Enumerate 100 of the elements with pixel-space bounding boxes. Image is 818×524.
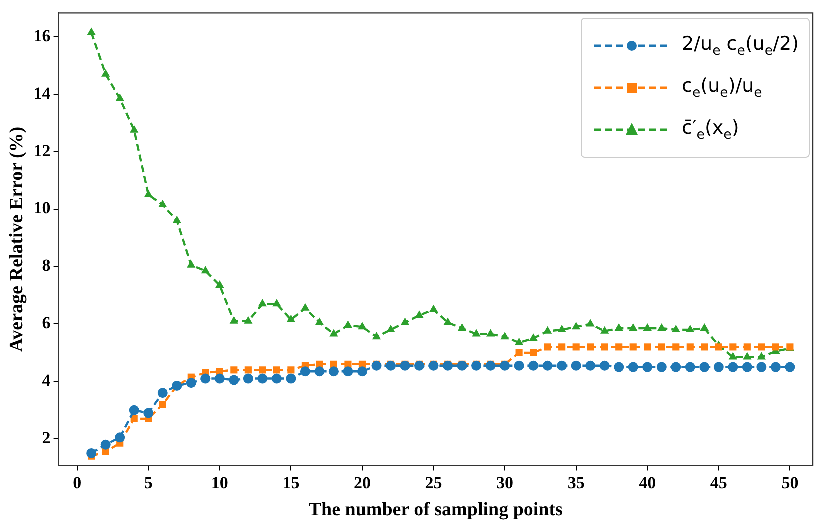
point [486,360,496,371]
point [744,344,751,351]
x-tick-label: 15 [282,473,300,492]
point [672,344,680,351]
point [372,360,382,371]
point [86,448,97,458]
point [358,322,367,330]
point [244,316,253,324]
x-tick-label: 30 [496,473,514,492]
point [187,260,196,268]
point [514,338,524,346]
point [415,310,424,318]
point [214,374,225,384]
legend-label: 2/u$_{e}$ c$_{e}$(u$_{e}$/2) [682,33,799,59]
point [130,415,138,423]
point [686,324,695,332]
point [443,360,454,371]
point [529,334,538,342]
point [458,324,467,332]
point [700,362,710,372]
x-tick-label: 0 [73,473,82,492]
point [400,318,410,326]
point [457,360,468,371]
point [672,324,680,332]
point [344,320,353,328]
point [130,125,139,133]
point [386,324,396,332]
point [243,374,254,384]
point [514,360,524,371]
y-axis-title: Average Relative Error (%) [6,126,28,352]
point [700,324,709,332]
point [785,362,796,372]
point [158,200,168,208]
point [770,362,781,372]
point [343,366,354,377]
point [643,324,652,332]
point [258,374,268,384]
point [757,352,766,360]
x-tick-label: 50 [782,473,799,492]
point [686,344,694,351]
point [357,366,368,377]
point [216,280,224,288]
point [115,432,126,443]
y-tick-label: 14 [34,84,52,103]
point [144,190,153,198]
legend-label: c$_{e}$(u$_{e}$)/u$_{e}$ [682,75,762,101]
point [400,360,410,371]
point [571,360,582,371]
point [628,362,638,372]
point [542,360,553,371]
point [743,352,752,360]
point [244,366,252,374]
point [201,266,210,274]
point [129,405,140,416]
point [629,324,638,332]
x-tick-label: 40 [639,473,656,492]
point [528,360,539,371]
point [728,362,738,372]
point [658,324,666,332]
point [758,344,766,351]
point [671,362,682,372]
point [742,362,752,372]
point [530,349,538,356]
x-tick-label: 25 [425,473,442,492]
y-tick-label: 2 [42,428,51,448]
x-tick-label: 10 [211,473,228,492]
point [630,344,637,351]
point [314,366,325,377]
point [616,344,623,351]
x-tick-label: 5 [144,473,153,492]
point [472,360,482,371]
point [230,316,238,324]
point [614,362,624,372]
point [87,28,96,36]
point [714,362,724,372]
point [600,326,610,334]
point [328,366,339,377]
point [715,344,722,351]
legend-label: c̄′$_{e}$(x$_{e}$) [682,117,740,143]
point [172,216,182,224]
point [586,319,595,327]
point [186,378,196,388]
point [414,360,425,371]
point [685,362,696,372]
point [644,344,652,351]
point [330,329,338,337]
point [428,360,439,371]
point [516,349,523,356]
point [642,362,653,372]
point [429,304,438,312]
point [372,332,382,340]
point [116,94,124,102]
y-tick-label: 16 [34,26,51,46]
point [558,324,566,332]
point [102,69,110,77]
point [658,344,666,351]
point [444,318,452,326]
y-tick-label: 12 [34,141,51,160]
point [586,360,596,371]
point [587,344,594,351]
